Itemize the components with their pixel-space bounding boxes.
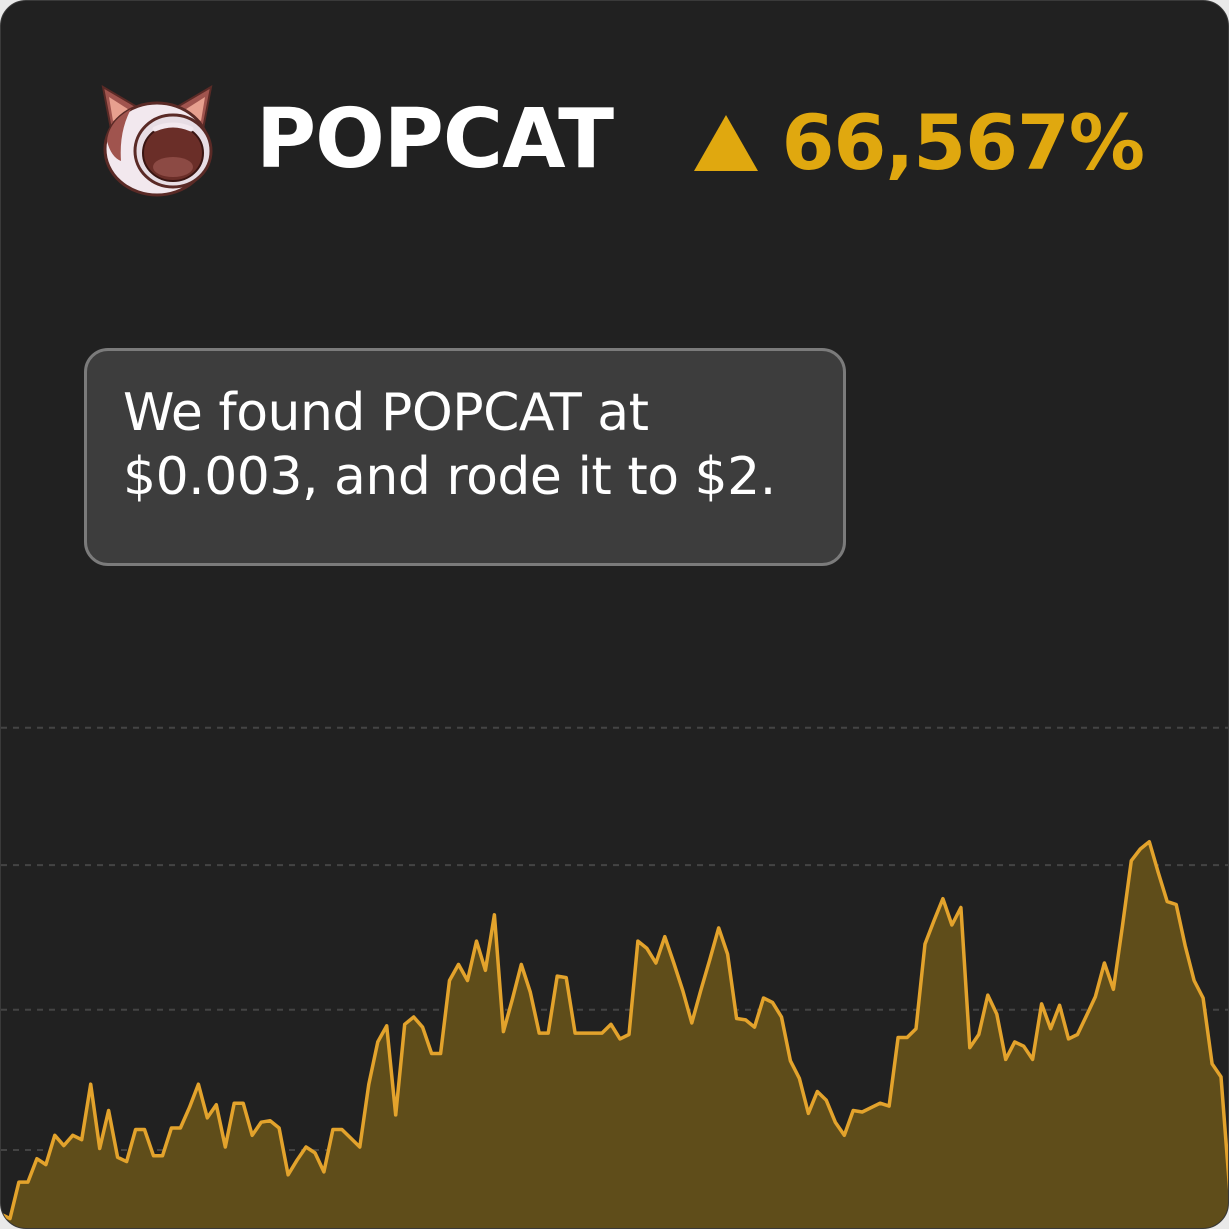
message-line-2: $0.003, and rode it to $2. [123,447,776,507]
message-bubble: We found POPCAT at $0.003, and rode it t… [84,348,846,566]
price-change-value: 66,567% [781,98,1145,187]
token-name: POPCAT [256,92,614,187]
price-area [1,841,1228,1228]
message-line-1: We found POPCAT at [123,383,649,443]
popcat-icon [101,85,213,197]
up-triangle-icon [693,115,758,171]
price-line [1,839,1228,1221]
price-change: 66,567% [693,98,1145,187]
